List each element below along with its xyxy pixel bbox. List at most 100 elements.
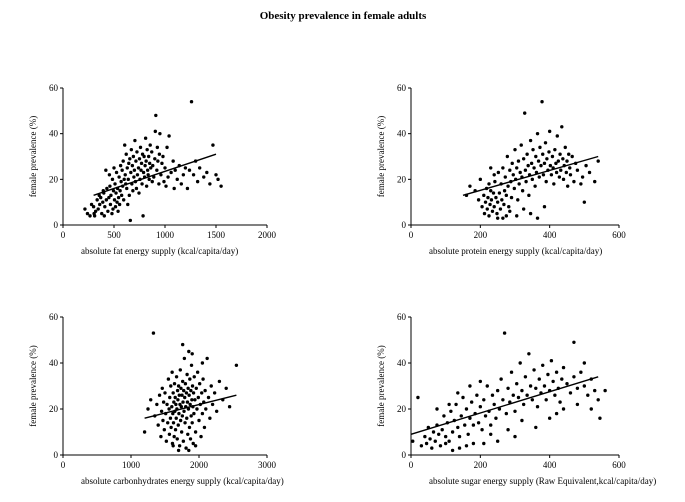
- data-point: [520, 388, 524, 393]
- data-point: [172, 382, 177, 386]
- data-point: [108, 202, 113, 207]
- data-point: [502, 331, 507, 335]
- data-point: [184, 446, 188, 450]
- data-point: [174, 416, 178, 420]
- data-point: [495, 439, 500, 443]
- data-point: [178, 368, 182, 372]
- data-point: [177, 411, 181, 416]
- data-point: [104, 168, 108, 172]
- data-point: [457, 434, 462, 439]
- data-point: [464, 444, 469, 448]
- data-point: [459, 414, 463, 418]
- data-point: [196, 395, 201, 400]
- data-point: [175, 177, 179, 182]
- data-point: [443, 441, 448, 446]
- data-point: [146, 407, 150, 411]
- data-point: [518, 170, 522, 175]
- data-point: [552, 182, 556, 186]
- y-tick-label: 20: [49, 174, 59, 184]
- data-point: [504, 193, 509, 198]
- data-point: [482, 211, 487, 216]
- y-tick-label: 40: [49, 358, 59, 368]
- data-point: [104, 198, 109, 202]
- data-point: [117, 175, 121, 179]
- data-point: [529, 161, 534, 166]
- x-tick-label: 0: [409, 460, 414, 470]
- data-point: [234, 363, 239, 367]
- data-point: [501, 216, 505, 220]
- data-point: [169, 170, 173, 175]
- data-point: [190, 398, 194, 402]
- data-point: [516, 159, 521, 163]
- data-point: [509, 370, 514, 374]
- data-point: [193, 398, 197, 402]
- data-point: [118, 189, 122, 193]
- data-point: [114, 191, 118, 195]
- data-point: [511, 173, 515, 177]
- data-point: [483, 200, 488, 204]
- data-point: [521, 157, 526, 161]
- panel-protein-energy: 0 200 400 600 0 20 40 60 absolute protein energy…: [376, 83, 626, 256]
- data-point: [489, 423, 493, 427]
- data-point: [161, 400, 166, 404]
- data-point: [538, 145, 542, 150]
- data-point: [572, 179, 576, 184]
- data-point: [498, 207, 503, 211]
- data-point: [143, 136, 148, 140]
- data-point: [543, 141, 548, 145]
- data-point: [485, 384, 489, 388]
- data-point: [180, 414, 185, 418]
- data-point: [171, 391, 175, 395]
- data-point: [478, 379, 483, 384]
- data-point: [119, 179, 123, 184]
- data-point: [424, 441, 429, 446]
- data-point: [93, 209, 98, 213]
- data-point: [180, 393, 184, 397]
- data-point: [142, 154, 146, 159]
- data-point: [134, 159, 138, 163]
- data-point: [205, 356, 209, 361]
- data-point: [542, 205, 547, 209]
- data-point: [197, 418, 201, 423]
- data-point: [471, 423, 476, 427]
- data-point: [523, 168, 528, 172]
- data-point: [169, 425, 173, 430]
- data-point: [537, 377, 541, 381]
- data-point: [541, 173, 546, 177]
- data-point: [178, 418, 183, 423]
- data-point: [137, 157, 142, 161]
- data-point: [456, 425, 460, 430]
- data-point: [210, 402, 215, 407]
- data-point: [186, 432, 190, 436]
- data-point: [175, 388, 180, 393]
- data-point: [547, 129, 552, 134]
- data-point: [534, 425, 538, 430]
- data-point: [489, 166, 493, 170]
- data-point: [126, 202, 130, 207]
- data-point: [565, 184, 570, 188]
- data-point: [531, 147, 535, 152]
- data-point: [204, 407, 208, 411]
- data-point: [171, 421, 176, 425]
- data-point: [189, 388, 193, 393]
- data-point: [596, 398, 600, 402]
- y-axis-label: female prevalence (%): [28, 345, 38, 426]
- data-point: [493, 179, 497, 184]
- data-point: [141, 170, 146, 175]
- data-point: [487, 182, 491, 186]
- data-point: [187, 168, 192, 172]
- data-point: [118, 163, 123, 168]
- data-point: [227, 405, 232, 409]
- data-point: [534, 154, 538, 159]
- data-point: [182, 356, 187, 361]
- data-point: [496, 170, 501, 175]
- data-point: [544, 179, 548, 184]
- data-point: [185, 400, 190, 404]
- data-point: [183, 395, 187, 400]
- data-point: [450, 430, 455, 434]
- data-point: [193, 430, 198, 434]
- data-point: [91, 205, 96, 209]
- data-point: [559, 168, 563, 172]
- data-point: [190, 384, 195, 388]
- data-point: [506, 386, 510, 390]
